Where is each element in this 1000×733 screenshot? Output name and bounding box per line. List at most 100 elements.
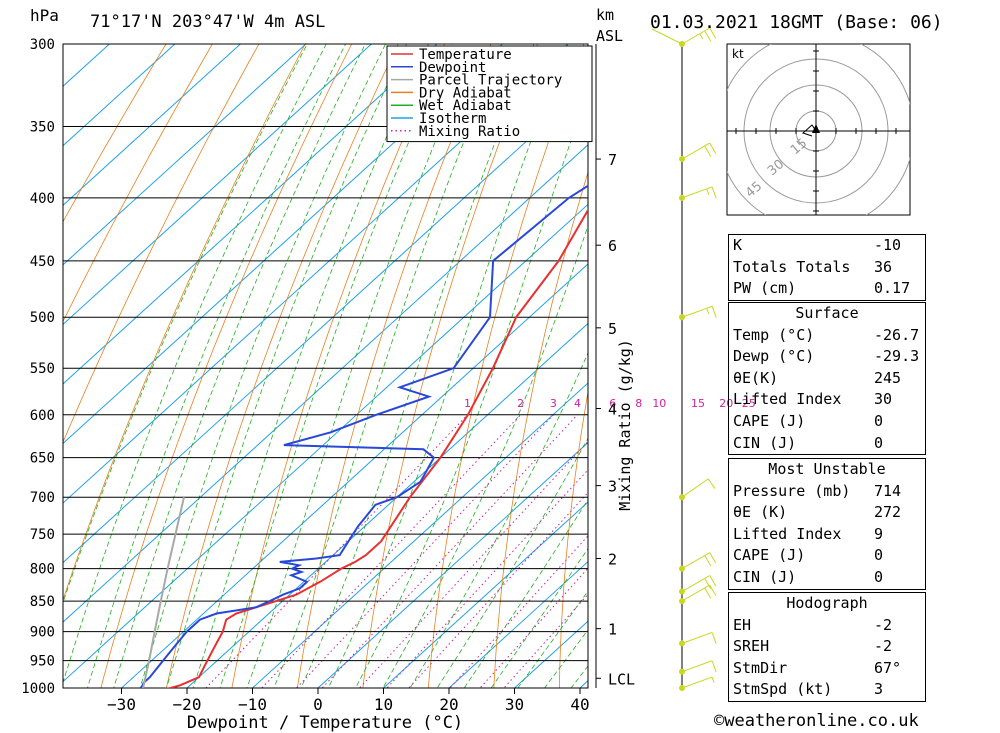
height-tick-label: 4 (608, 400, 617, 418)
isotherm-line (251, 382, 588, 688)
legend-label: Isotherm (419, 111, 486, 127)
pressure-tick-label: 800 (30, 562, 55, 578)
height-tick-label: 6 (608, 237, 617, 255)
dry-adiabat-line (63, 44, 260, 444)
dry-adiabat-line (296, 44, 492, 688)
pressure-unit-label: hPa (30, 6, 59, 25)
pressure-tick-label: 750 (30, 527, 55, 543)
wind-barb-feather (709, 27, 717, 39)
wind-barb-shaft (681, 631, 713, 644)
mixing-ratio-label: 25 (742, 397, 756, 410)
wind-barb-feather (711, 660, 717, 673)
hodo-row-stmspd: StmSpd (kt) 3 (733, 680, 884, 699)
wind-barb-shaft (681, 584, 710, 602)
isotherm-line (63, 44, 307, 266)
index-row-totals: Totals Totals 36 (733, 257, 893, 276)
wet-adiabat-line (139, 44, 386, 688)
hodo-row-eh: EH -2 (733, 615, 893, 634)
wind-barb-feather (709, 552, 717, 564)
isotherm-line (382, 501, 588, 688)
height-tick-label: 7 (608, 151, 617, 169)
mixing-ratio-label: 1 (464, 397, 471, 410)
wind-barb-shaft (681, 676, 713, 689)
pressure-tick-label: 400 (30, 191, 55, 207)
x-tick-label: 20 (439, 695, 458, 714)
wet-adiabat-line (300, 44, 535, 688)
wind-barb-feather (706, 188, 710, 195)
mixing-ratio-axis-label: Mixing Ratio (g/kg) (616, 339, 634, 511)
website-credit: ©weatheronline.co.uk (714, 711, 919, 731)
pressure-tick-label: 450 (30, 254, 55, 270)
isotherm-line (63, 44, 242, 206)
dry-adiabat-line (924, 7, 963, 714)
hodo-row-sreh: SREH -2 (733, 637, 893, 656)
wet-adiabat-line (355, 91, 588, 688)
surface-row-temp: Temp (°C) -26.7 (733, 325, 920, 344)
wind-barb-feather (711, 676, 715, 683)
mixing-ratio-line (205, 414, 468, 688)
index-row-pw: PW (cm) 0.17 (733, 279, 911, 298)
indices-top-table: K -10 Totals Totals 36 PW (cm) 0.17 (728, 234, 926, 301)
x-tick-label: 0 (313, 695, 323, 714)
mixing-ratio-label: 10 (652, 397, 666, 410)
wind-barb-feather (704, 145, 712, 157)
wind-barb-feather (709, 584, 717, 596)
wind-barb-feather (699, 33, 704, 40)
mixing-ratio-line (261, 414, 521, 688)
pressure-tick-label: 650 (30, 451, 55, 467)
wet-adiabat-line (219, 44, 453, 688)
dry-adiabat-line (63, 44, 213, 323)
background-lines (63, 7, 1000, 714)
wet-adiabat-line (246, 44, 478, 688)
hodograph-storm-marker (812, 124, 820, 133)
mu-row-li: Lifted Index 9 (733, 524, 884, 543)
x-tick-label: −10 (238, 695, 267, 714)
hodograph-frame (726, 43, 911, 216)
hodograph-title: Hodograph (786, 594, 868, 612)
pressure-tick-label: 600 (30, 408, 55, 424)
isotherm-line (63, 44, 176, 147)
wind-barb-feather (704, 555, 712, 567)
mixing-ratio-label: 20 (719, 397, 733, 410)
x-tick-label: 40 (570, 695, 589, 714)
pressure-tick-label: 900 (30, 625, 55, 641)
x-tick-label: 10 (374, 695, 393, 714)
pressure-tick-label: 700 (30, 490, 55, 506)
x-tick-label: 30 (505, 695, 524, 714)
wind-barb-shaft (681, 142, 710, 160)
wind-barb-feather (711, 632, 717, 644)
wet-adiabat-line (490, 547, 588, 688)
index-row-k: K -10 (733, 236, 902, 254)
wet-adiabat-line (113, 44, 366, 688)
surface-row-cin: CIN (J) 0 (733, 433, 884, 452)
surface-row-li: Lifted Index 30 (733, 390, 893, 409)
pressure-tick-label: 300 (30, 37, 55, 53)
mixing-ratio-label: 8 (635, 397, 642, 410)
wind-barb-feather (704, 30, 712, 42)
legend-label: Dry Adiabat (419, 85, 512, 101)
plot-frame (62, 43, 589, 689)
legend-box (386, 45, 593, 143)
dry-adiabat-line (427, 44, 585, 688)
wind-barb-feather (704, 578, 712, 590)
pressure-tick-label: 350 (30, 119, 55, 135)
indices-most-unstable-table: Most Unstable Pressure (mb) 714 θE (K) 272… (728, 458, 926, 590)
mixing-ratio-label: 6 (609, 397, 616, 410)
wet-adiabat-line (63, 44, 308, 604)
dry-adiabat-line (100, 44, 353, 688)
dry-adiabat-line (165, 44, 399, 688)
profile-lines (140, 184, 588, 688)
wind-barb-feather (709, 142, 717, 154)
pressure-tick-label: 500 (30, 310, 55, 326)
mixing-ratio-label: 3 (550, 397, 557, 410)
isotherm-line (63, 44, 111, 87)
wind-barb-feather (704, 587, 712, 599)
wind-barb-shaft (681, 660, 713, 673)
pressure-tick-label: 1000 (21, 681, 55, 697)
indices-surface-table: Surface Temp (°C) -26.7 Dewp (°C) -29.3 θE… (728, 302, 926, 456)
wet-adiabat-line (436, 437, 588, 688)
dry-adiabat-line (979, 7, 1000, 714)
location-title: 71°17'N 203°47'W 4m ASL (90, 12, 326, 32)
dry-adiabat-line (63, 44, 306, 602)
surface-title: Surface (795, 304, 859, 322)
